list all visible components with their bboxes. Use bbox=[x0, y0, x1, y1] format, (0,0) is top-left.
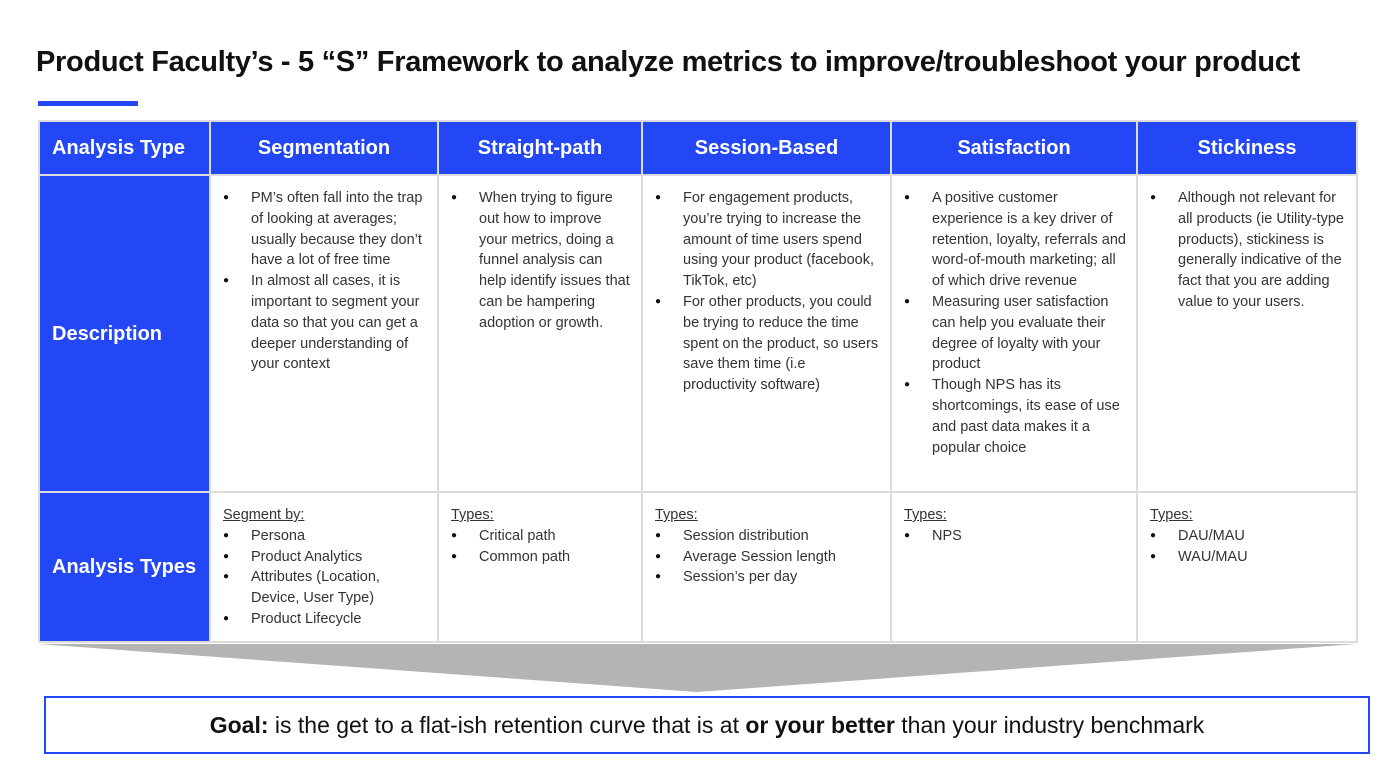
analysis-types-row: Analysis Types Segment by:PersonaProduct… bbox=[38, 491, 1358, 643]
types-item: Product Lifecycle bbox=[223, 609, 429, 630]
description-cell: A positive customer experience is a key … bbox=[890, 174, 1138, 493]
types-list: Session distributionAverage Session leng… bbox=[655, 526, 882, 588]
types-cell: Types: NPS bbox=[890, 491, 1138, 643]
types-item: Critical path bbox=[451, 526, 633, 547]
header-analysis-type: Analysis Type bbox=[38, 120, 211, 176]
types-list: DAU/MAUWAU/MAU bbox=[1150, 526, 1348, 568]
types-item: Persona bbox=[223, 526, 429, 547]
header-satisfaction: Satisfaction bbox=[890, 120, 1138, 176]
types-heading: Segment by: bbox=[223, 507, 305, 523]
types-cell: Types: DAU/MAUWAU/MAU bbox=[1136, 491, 1358, 643]
goal-text-end: than your industry benchmark bbox=[894, 711, 1205, 738]
description-bullet: In almost all cases, it is important to … bbox=[223, 271, 429, 375]
description-cell: Although not relevant for all products (… bbox=[1136, 174, 1358, 493]
description-list: For engagement products, you’re trying t… bbox=[655, 188, 882, 396]
goal-emphasis: or your better bbox=[745, 711, 895, 738]
description-list: Although not relevant for all products (… bbox=[1150, 188, 1348, 313]
description-row: Description PM’s often fall into the tra… bbox=[38, 174, 1358, 493]
description-list: PM’s often fall into the trap of looking… bbox=[223, 188, 429, 375]
description-list: When trying to figure out how to improve… bbox=[451, 188, 633, 334]
types-item: Session distribution bbox=[655, 526, 882, 547]
description-bullet: Although not relevant for all products (… bbox=[1150, 188, 1348, 313]
description-cell: When trying to figure out how to improve… bbox=[437, 174, 643, 493]
framework-table: Analysis Type Segmentation Straight-path… bbox=[38, 120, 1358, 643]
goal-box: Goal: is the get to a flat-ish retention… bbox=[44, 696, 1370, 754]
description-bullet: A positive customer experience is a key … bbox=[904, 188, 1128, 292]
description-bullet: When trying to figure out how to improve… bbox=[451, 188, 633, 334]
types-heading: Types: bbox=[655, 507, 698, 523]
description-cell: For engagement products, you’re trying t… bbox=[641, 174, 892, 493]
types-item: Product Analytics bbox=[223, 547, 429, 568]
types-cell: Segment by: PersonaProduct AnalyticsAttri… bbox=[209, 491, 439, 643]
description-label: Description bbox=[38, 174, 211, 493]
goal-label: Goal: bbox=[209, 711, 269, 738]
types-item: Common path bbox=[451, 547, 633, 568]
types-list: PersonaProduct AnalyticsAttributes (Loca… bbox=[223, 526, 429, 630]
description-list: A positive customer experience is a key … bbox=[904, 188, 1128, 458]
types-item: NPS bbox=[904, 526, 1128, 547]
types-list: Critical pathCommon path bbox=[451, 526, 633, 568]
header-session-based: Session-Based bbox=[641, 120, 892, 176]
title-underline bbox=[38, 101, 138, 106]
analysis-types-label: Analysis Types bbox=[38, 491, 211, 643]
types-item: Average Session length bbox=[655, 547, 882, 568]
description-bullet: Though NPS has its shortcomings, its eas… bbox=[904, 375, 1128, 458]
types-list: NPS bbox=[904, 526, 1128, 547]
description-bullet: For other products, you could be trying … bbox=[655, 292, 882, 396]
page-title: Product Faculty’s - 5 “S” Framework to a… bbox=[36, 46, 1300, 78]
types-item: WAU/MAU bbox=[1150, 547, 1348, 568]
goal-text: is the get to a flat-ish retention curve… bbox=[268, 711, 746, 738]
types-item: DAU/MAU bbox=[1150, 526, 1348, 547]
types-cell: Types: Session distributionAverage Sessio… bbox=[641, 491, 892, 643]
types-heading: Types: bbox=[1150, 507, 1193, 523]
header-segmentation: Segmentation bbox=[209, 120, 439, 176]
types-heading: Types: bbox=[904, 507, 947, 523]
description-bullet: For engagement products, you’re trying t… bbox=[655, 188, 882, 292]
header-stickiness: Stickiness bbox=[1136, 120, 1358, 176]
description-bullet: PM’s often fall into the trap of looking… bbox=[223, 188, 429, 271]
types-cell: Types: Critical pathCommon path bbox=[437, 491, 643, 643]
description-bullet: Measuring user satisfaction can help you… bbox=[904, 292, 1128, 375]
types-heading: Types: bbox=[451, 507, 494, 523]
types-item: Session’s per day bbox=[655, 567, 882, 588]
header-row: Analysis Type Segmentation Straight-path… bbox=[38, 120, 1358, 176]
types-item: Attributes (Location, Device, User Type) bbox=[223, 567, 429, 609]
description-cell: PM’s often fall into the trap of looking… bbox=[209, 174, 439, 493]
header-straight-path: Straight-path bbox=[437, 120, 643, 176]
down-arrow-shape bbox=[38, 644, 1356, 692]
